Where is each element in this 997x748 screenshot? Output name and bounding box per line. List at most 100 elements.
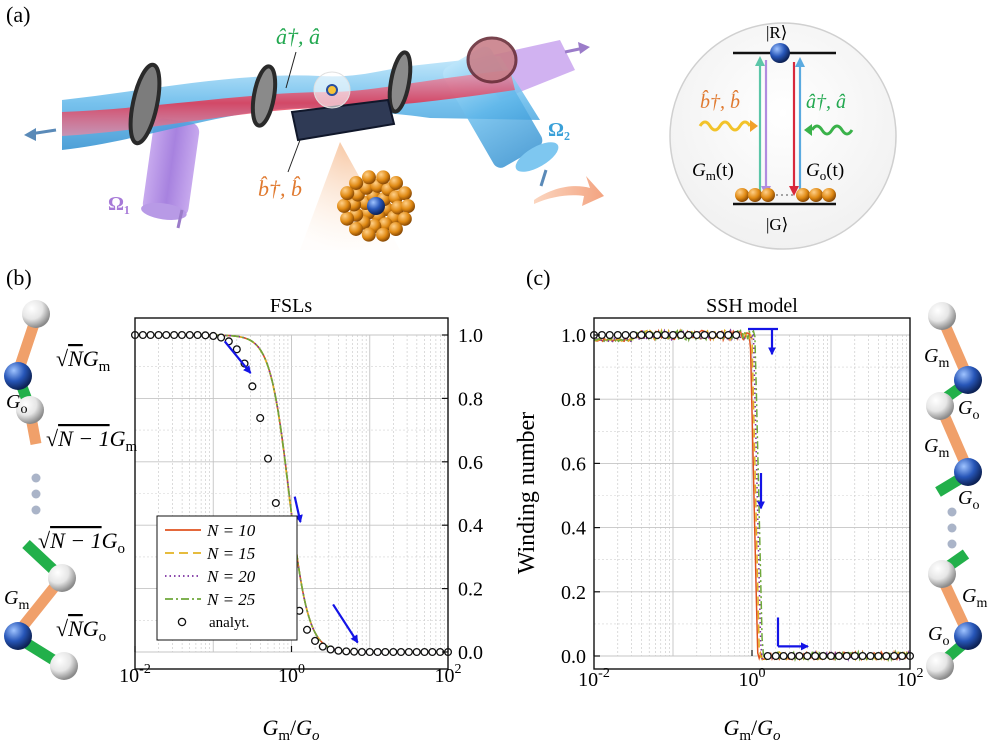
cluster-atom (376, 170, 391, 185)
fsl-analytic-point (365, 647, 374, 657)
fsl-chain-diagram: √NGm Go √N − 1Gm √N − 1Go Gm √NGo (4, 300, 138, 680)
ssh-analytic-point (676, 330, 685, 340)
chain-atom (4, 622, 32, 650)
ssh-analytic-point (842, 651, 851, 661)
mirror-right (387, 50, 413, 114)
panel-label-b: (b) (6, 265, 32, 290)
ssh-plot-frame (593, 317, 911, 670)
atom-cluster (337, 170, 415, 242)
transition-arrow (534, 176, 604, 206)
legend-label: N = 10 (206, 521, 256, 540)
cluster-atom (348, 221, 363, 236)
x-tick-label: 102 (435, 662, 462, 687)
ssh-analytic-point (882, 651, 891, 661)
fsl-analytic-point (217, 333, 226, 342)
ssh-analytic-point (724, 330, 733, 340)
ssh-analytic-point (795, 651, 804, 661)
y-tick-label: 0.0 (561, 646, 586, 668)
ssh-analytic-point (637, 330, 646, 340)
y-tick-label: 0.8 (561, 389, 586, 411)
chain-atom (954, 366, 982, 394)
cluster-atom (349, 175, 364, 190)
blue-arrow (332, 603, 359, 644)
fsl-analytic-point (256, 414, 265, 423)
fsl-analytic-point (162, 330, 171, 340)
fsl-analytic-point (209, 331, 218, 341)
chain-dot (947, 507, 957, 517)
ssh-chart-title: SSH model (706, 295, 798, 317)
cluster-atom (378, 217, 393, 232)
x-tick-label: 100 (278, 662, 305, 687)
cluster-atom (361, 170, 376, 185)
ssh-analytic-point (629, 330, 638, 340)
ssh-analytic-point (668, 330, 678, 340)
coupling-left-label: Gm(t) (692, 160, 734, 183)
ground-atom (735, 188, 749, 202)
ssh-analytic-point (605, 330, 614, 340)
legend-label: N = 25 (206, 590, 255, 609)
photon-wave (810, 124, 854, 136)
fsl-analytic-point (271, 498, 280, 508)
fsl-analytic-point (342, 647, 351, 656)
level-mechanical-label: b̂†, b̂ (700, 89, 740, 113)
ssh-analytic-point (866, 651, 875, 661)
ground-atom (761, 188, 775, 202)
drive-2-label: Ω₂ (548, 119, 570, 141)
cluster-atom (389, 176, 404, 191)
ssh-analytic-point (613, 330, 622, 340)
ssh-bond-label-6: Go (928, 623, 949, 649)
fsl-analytic-point (138, 330, 147, 340)
fsl-analytic-point (232, 345, 241, 354)
ssh-analytic-point (826, 651, 836, 661)
phonon-wave (698, 120, 752, 132)
bond-label-6: √NGo (56, 616, 106, 645)
fsl-chart-title: FSLs (270, 295, 312, 317)
chain-dot (947, 539, 957, 549)
y-tick-label: 0.8 (458, 388, 483, 410)
cluster-atom (367, 197, 385, 215)
cluster-atom (376, 227, 391, 242)
fsl-analytic-point (263, 454, 273, 463)
ssh-analytic-point (700, 330, 709, 340)
chain-atom (954, 622, 982, 650)
chain-site (50, 652, 78, 680)
ground-atom (809, 188, 823, 202)
legend-label: N = 15 (206, 544, 255, 563)
chain-site (16, 396, 44, 424)
cluster-atom (397, 186, 412, 201)
legend-marker (177, 617, 187, 627)
ground-atom (822, 188, 836, 202)
ssh-bond-label-3: Gm (924, 435, 949, 461)
chain-atom (954, 458, 982, 486)
fsl-chart: FSLs 0.0 0.2 0.4 0.6 0.8 1.0 10-2 100 102 Gm/Go… (119, 295, 483, 744)
mirror-far (466, 36, 518, 84)
fsl-analytic-point (412, 647, 421, 657)
ssh-analytic-point (692, 330, 701, 340)
cavity-mode-label: â†, â (276, 24, 320, 49)
y-tick-label: 0.6 (561, 453, 586, 475)
chain-site (48, 564, 76, 592)
ssh-analytic-point (708, 330, 717, 340)
y-tick-label: 0.4 (561, 518, 586, 540)
fsl-analytic-point (177, 330, 186, 340)
cluster-atom (359, 180, 374, 195)
fsl-analytic-point (248, 382, 257, 391)
membrane (290, 98, 396, 142)
y-tick-label: 0.2 (458, 579, 483, 601)
coupling-right-label: Go(t) (806, 160, 844, 183)
fsl-x-axis-label: Gm/Go (262, 715, 320, 744)
ssh-analytic-point (898, 651, 907, 661)
fsl-analytic-point (420, 647, 429, 657)
fsl-analytic-point (326, 645, 335, 654)
drive-1-label: Ω₁ (108, 193, 130, 215)
ssh-bond-label-1: Gm (924, 345, 949, 371)
x-tick-label: 102 (897, 666, 924, 691)
ssh-analytic-point (645, 330, 654, 340)
x-tick-label: 10-2 (578, 666, 610, 691)
cluster-atom (361, 227, 376, 242)
chain-site (928, 302, 956, 330)
chain-site (926, 652, 954, 680)
fsl-analytic-point (201, 331, 210, 340)
ssh-analytic-point (763, 651, 772, 661)
